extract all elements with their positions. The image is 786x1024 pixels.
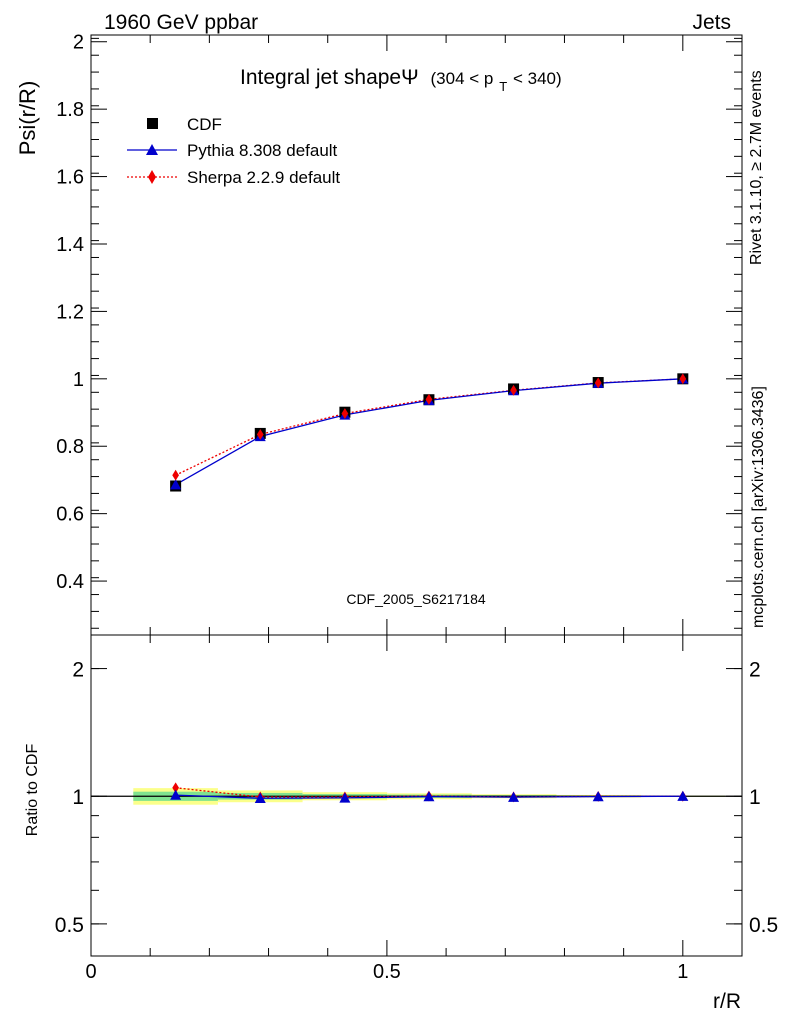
watermark: CDF_2005_S6217184 [346,591,486,607]
ratio-xlabel: r/R [713,990,741,1013]
header-left: 1960 GeV ppbar [104,11,258,34]
ratio-sherpa-point [172,782,179,794]
ratio-ticks [90,635,743,956]
y-tick-label: 0.8 [56,436,84,458]
ratio-pythia-point [592,791,604,802]
ratio-frame [90,634,743,957]
legend-cdf-marker [147,118,158,129]
ratio-pythia-point [508,791,520,802]
main-ticks [90,35,743,635]
legend-pythia-label: Pythia 8.308 default [187,141,338,160]
ratio-y-tick-label-right: 0.5 [749,914,778,937]
ratio-y-tick-label-right: 1 [749,786,761,809]
ratio-pythia-point [170,789,182,800]
ratio-xtick-labels: 0 0.5 1 [85,961,688,983]
main-ytick-labels: 0.4 0.6 0.8 1 1.2 1.4 1.6 1.8 2 [56,32,84,593]
rivet-label: Rivet 3.1.10, ≥ 2.7M events [748,70,765,265]
ratio-marks [170,782,689,803]
main-title: Integral jet shapeΨ (304 < p T < 340) [240,66,562,96]
ratio-y-tick-label: 0.5 [55,914,84,937]
y-tick-label: 1.8 [56,99,84,121]
y-tick-label: 2 [73,32,84,54]
legend-pythia-marker [146,144,158,155]
ratio-pythia-point [339,792,351,803]
main-marks [170,373,689,492]
main-title-range-end: < 340) [513,69,562,88]
y-tick-label: 0.6 [56,504,84,526]
main-ylabel: Psi(r/R) [15,81,40,156]
y-tick-label: 0.4 [56,571,84,593]
ratio-x-tick-label: 1 [677,961,688,983]
legend-sherpa-label: Sherpa 2.2.9 default [187,168,340,187]
ratio-pythia-point [254,792,266,803]
ratio-x-tick-label: 0 [85,961,96,983]
sherpa-line [175,378,683,476]
pythia-point [170,479,182,490]
main-title-text: Integral jet shapeΨ [240,66,419,89]
y-tick-label: 1 [73,369,84,391]
ratio-y-tick-label: 1 [72,786,84,809]
ratio-panel: 0.5 0.51 12 2 0 0.5 1 Ratio to CDF r/R [24,634,778,1013]
legend: CDF Pythia 8.308 default Sherpa 2.2.9 de… [127,115,340,187]
ratio-y-tick-label: 2 [72,659,84,682]
main-panel: 0.4 0.6 0.8 1 1.2 1.4 1.6 1.8 2 Psi(r/R) Integra… [15,32,743,636]
sherpa-point [341,408,349,419]
y-tick-label: 1.6 [56,167,84,189]
sherpa-point [594,377,602,389]
ratio-ylabel: Ratio to CDF [24,744,41,837]
sherpa-point [679,373,687,385]
ratio-ytick-labels: 0.5 0.5 1 1 2 2 [55,659,778,937]
sherpa-point [425,393,433,405]
main-title-range-sub: T [499,79,507,94]
ratio-y-tick-label-right: 2 [749,659,761,682]
ratio-pythia-point [677,790,689,801]
ratio-pythia-point [423,791,435,802]
sherpa-point [172,469,179,481]
y-tick-label: 1.4 [56,234,84,256]
legend-sherpa-marker [148,170,156,184]
mcplots-label: mcplots.cern.ch [arXiv:1306.3436] [750,386,767,628]
legend-cdf-label: CDF [187,115,222,134]
header-right: Jets [692,11,731,34]
sherpa-point [510,384,517,396]
sherpa-point [256,428,264,440]
ratio-x-tick-label: 0.5 [373,961,401,983]
main-title-range: (304 < p [431,69,494,88]
y-tick-label: 1.2 [56,301,84,323]
